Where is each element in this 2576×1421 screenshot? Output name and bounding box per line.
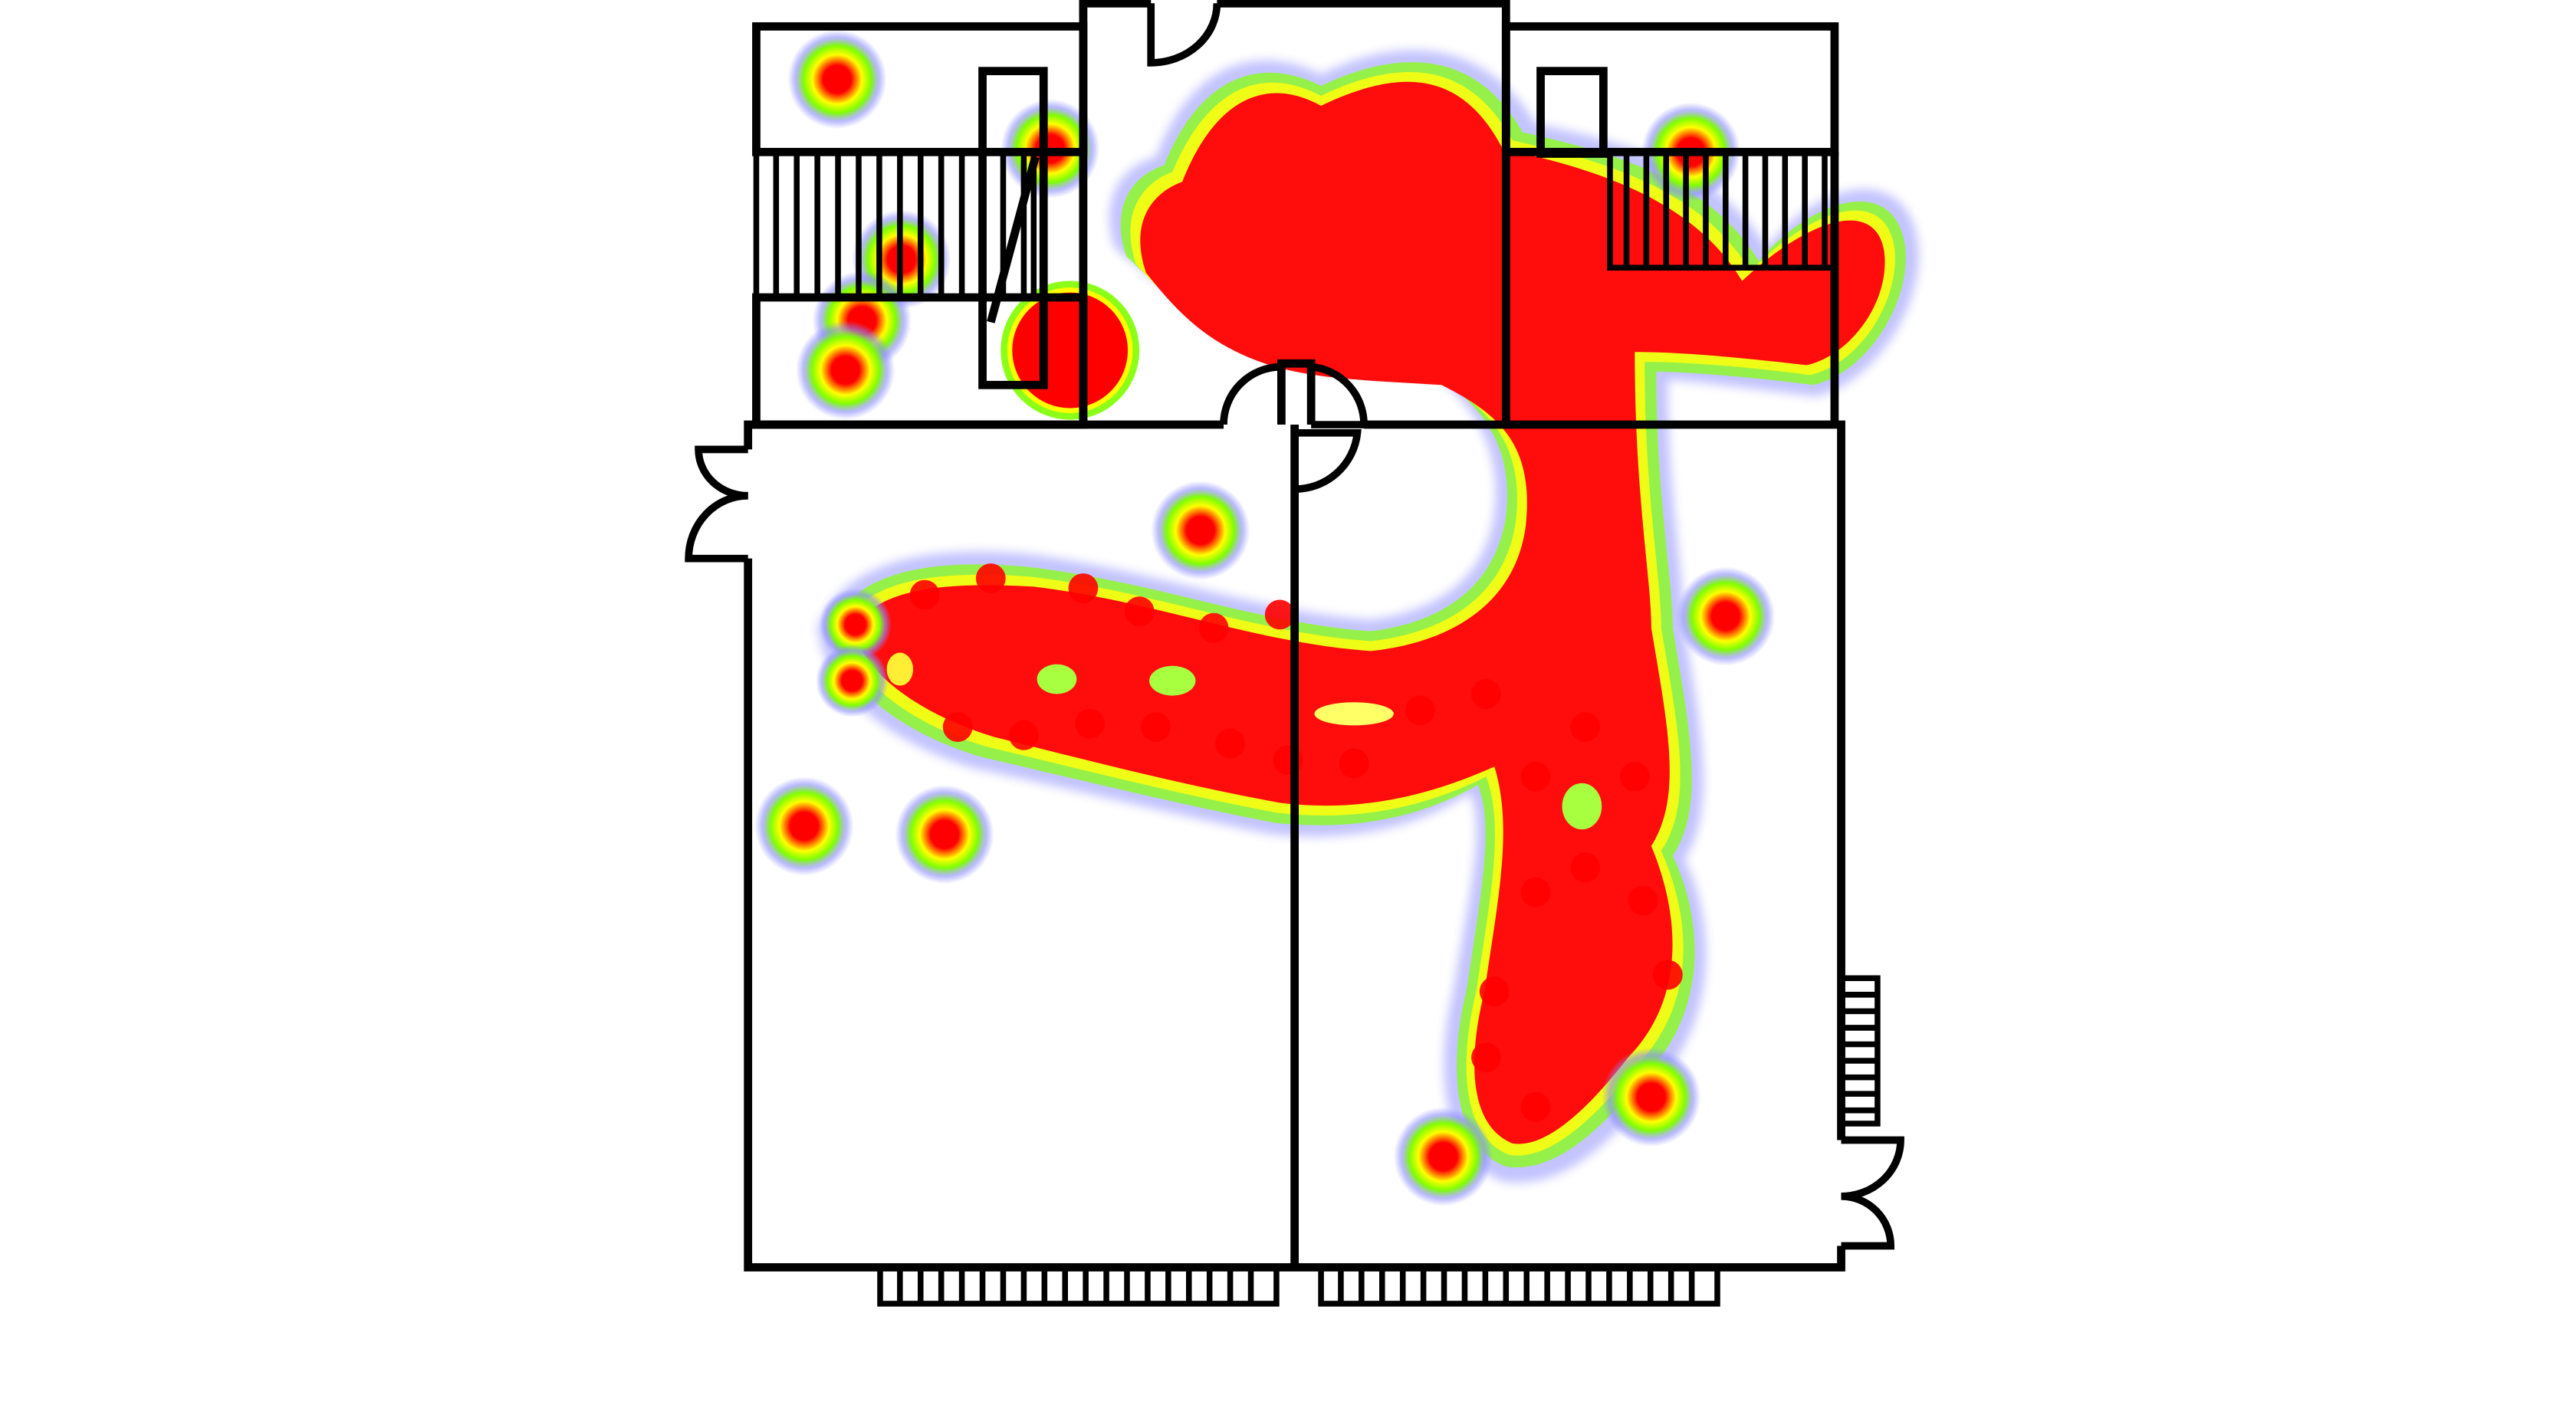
heat-dot bbox=[1009, 720, 1039, 750]
stairs-frame bbox=[753, 149, 1037, 300]
heat-dot bbox=[1479, 976, 1510, 1006]
floor-plan-walls bbox=[685, 0, 1904, 1307]
heat-gaps bbox=[886, 652, 1602, 830]
heat-dot bbox=[909, 579, 940, 610]
heat-dot bbox=[816, 644, 889, 717]
heat-gap bbox=[1037, 664, 1077, 694]
heat-dot bbox=[1619, 761, 1650, 792]
heat-dot bbox=[1393, 1107, 1493, 1206]
heat-dot bbox=[819, 588, 892, 661]
heat-gap bbox=[1314, 702, 1394, 726]
door-center-below bbox=[1294, 428, 1362, 493]
heat-dot bbox=[1628, 885, 1658, 916]
heat-dot bbox=[1471, 679, 1501, 709]
stairs-top-left bbox=[753, 149, 1037, 300]
heat-circle bbox=[1012, 292, 1129, 409]
stairs-top-right bbox=[1607, 149, 1838, 271]
heat-dot bbox=[895, 785, 994, 884]
heat-dot bbox=[1653, 960, 1683, 990]
heat-dot bbox=[1215, 728, 1245, 759]
heat-dot bbox=[1676, 566, 1776, 666]
heat-dot bbox=[1151, 481, 1250, 580]
door-center-top-left bbox=[1220, 363, 1286, 425]
main-outline-top-right bbox=[1364, 420, 1845, 1140]
door-left-lower bbox=[685, 491, 748, 563]
shaft-right bbox=[1536, 67, 1608, 158]
top-hall-walls bbox=[1079, 0, 1152, 425]
heat-dot bbox=[1339, 748, 1369, 779]
heat-dot bbox=[1075, 708, 1105, 739]
heat-dot bbox=[787, 29, 887, 130]
heat-dot bbox=[1520, 877, 1551, 907]
heat-gap bbox=[886, 652, 914, 686]
stairs-right-side bbox=[1838, 975, 1881, 1127]
heat-dot bbox=[1570, 712, 1601, 742]
stairs-bottom-right bbox=[1318, 1264, 1720, 1307]
heat-dot bbox=[1471, 1042, 1501, 1073]
stairs-frame bbox=[1318, 1264, 1720, 1307]
heat-dot bbox=[975, 563, 1006, 593]
top-hall-walls-right bbox=[1217, 0, 1510, 425]
door-right-lower bbox=[1841, 1192, 1895, 1250]
door-left-upper bbox=[695, 445, 748, 500]
heat-dot bbox=[1124, 596, 1155, 627]
heat-dot bbox=[1602, 1047, 1701, 1147]
door-top-hall bbox=[1147, 3, 1221, 67]
heat-dot bbox=[754, 776, 854, 876]
heat-dot bbox=[1141, 712, 1171, 742]
heat-dot bbox=[1198, 612, 1229, 643]
heat-dot bbox=[796, 320, 895, 420]
heat-dot bbox=[1520, 761, 1551, 792]
heatmap-layer bbox=[754, 29, 1919, 1206]
heat-red-top bbox=[853, 81, 1885, 1144]
heat-gap bbox=[1149, 665, 1196, 696]
heat-dot bbox=[942, 712, 973, 742]
door-center-top-right bbox=[1310, 363, 1368, 428]
door-right-upper bbox=[1841, 1136, 1904, 1200]
heat-dot bbox=[1570, 852, 1601, 883]
stairs-frame bbox=[877, 1264, 1280, 1307]
main-outline-top-left bbox=[744, 420, 1224, 450]
heat-round-blob bbox=[1001, 281, 1140, 420]
heat-dot bbox=[1264, 599, 1295, 630]
heat-gap bbox=[1562, 783, 1602, 830]
heat-dot bbox=[1405, 695, 1435, 726]
stairs-bottom-left bbox=[877, 1264, 1280, 1307]
stairs-frame bbox=[1607, 149, 1838, 271]
heat-dot bbox=[1520, 1091, 1551, 1122]
stairs-frame bbox=[1838, 975, 1881, 1127]
heat-dot bbox=[1068, 573, 1099, 603]
